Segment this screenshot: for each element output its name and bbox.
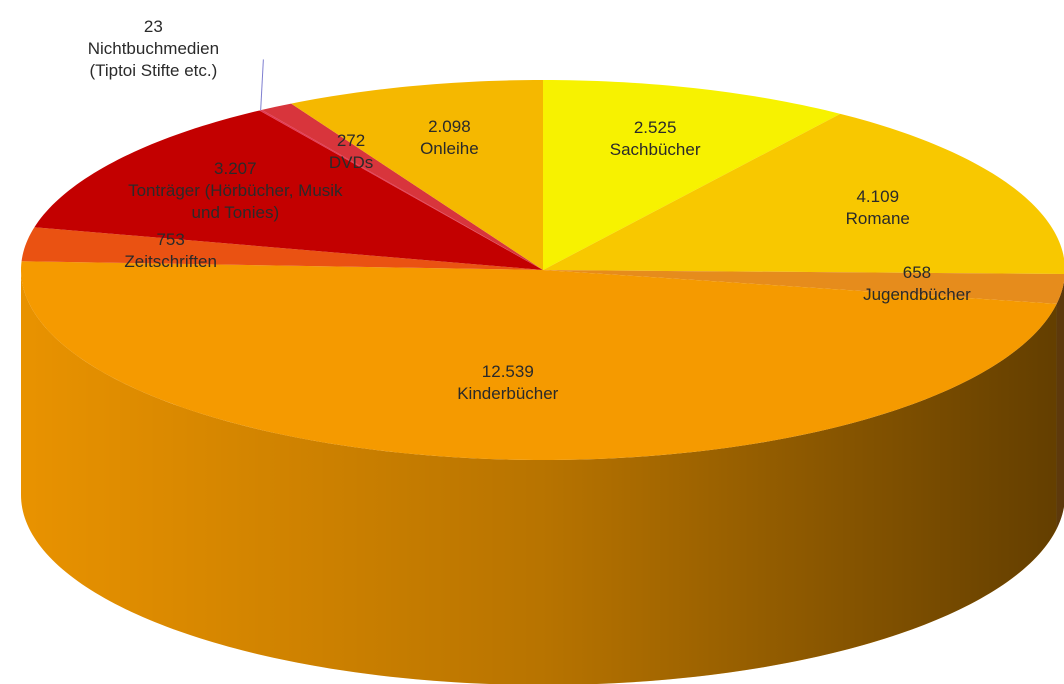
value-label: 753 [156,230,185,250]
data-label: 753 Zeitschriften [124,229,217,273]
value-label: 2.098 [428,116,471,136]
category-label: Kinderbücher [457,384,559,404]
pie-slice [259,109,543,271]
pie-slice [21,261,1057,460]
data-label: 2.525 Sachbücher [610,117,701,161]
data-label: 23 Nichtbuchmedien (Tiptoi Stifte etc.) [63,16,243,82]
data-label: 272 DVDs [329,130,373,174]
data-label: 2.098 Onleihe [420,116,479,160]
side-shade [21,270,1064,684]
data-label: 4.109 Romane [846,186,910,230]
pie-slice [34,110,544,270]
category-label: Jugendbücher [863,284,971,304]
data-label: 658 Jugendbücher [863,262,971,306]
pie-slice [21,227,544,270]
category-label: Zeitschriften [124,252,217,272]
value-label: 272 [336,131,366,151]
value-label: 2.525 [633,118,677,138]
category-label: DVDs [328,153,374,173]
data-label: 12.539 Kinderbücher [457,361,558,405]
value-label: 23 [143,17,163,37]
pie-slice [261,103,543,271]
data-label: 3.207 Tonträger (Hörbücher, Musik und Ton… [120,158,350,224]
category-label: Tonträger (Hörbücher, Musik und Tonies) [128,181,343,223]
pie-slice [543,80,841,270]
category-label: Onleihe [420,138,479,158]
value-label: 658 [902,262,932,282]
leader-line [260,59,264,111]
pie-slice [543,113,1064,275]
pie-slice [543,270,1064,304]
value-label: 4.109 [856,186,900,206]
category-label: Nichtbuchmedien (Tiptoi Stifte etc.) [87,39,220,81]
category-label: Sachbücher [609,140,701,160]
category-label: Romane [845,208,910,228]
pie-slice [291,80,543,270]
value-label: 3.207 [214,159,257,179]
value-label: 12.539 [481,362,534,382]
